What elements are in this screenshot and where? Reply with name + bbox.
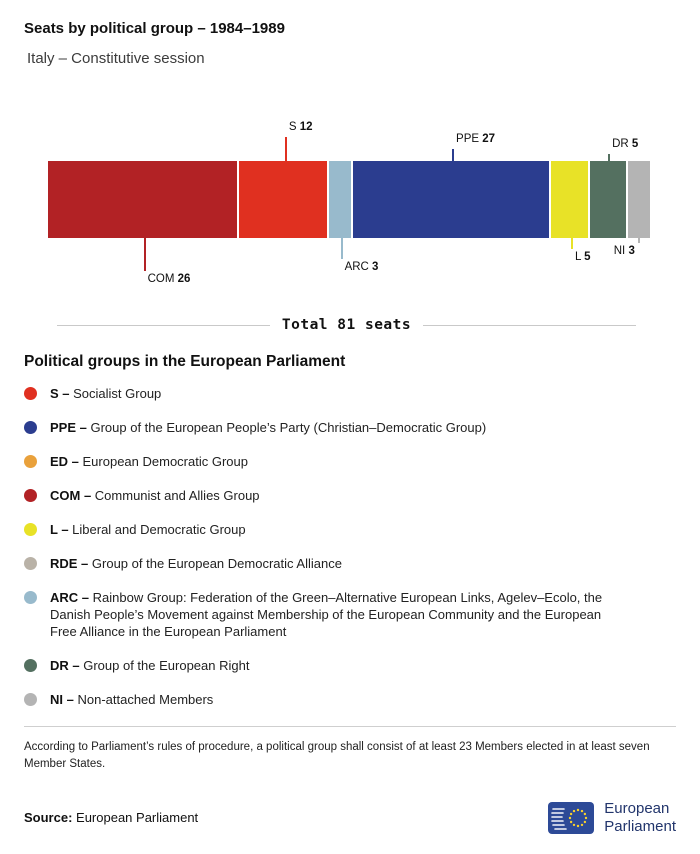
- bar-segment-ni: [628, 161, 651, 238]
- legend-item: ED – European Democratic Group: [24, 453, 676, 470]
- legend-color-dot: [24, 387, 37, 400]
- legend-abbr: PPE –: [50, 420, 91, 435]
- total-seats-divider: Total 81 seats: [57, 317, 636, 333]
- legend-item-text: ARC – Rainbow Group: Federation of the G…: [50, 589, 624, 640]
- legend-item: RDE – Group of the European Democratic A…: [24, 555, 676, 572]
- legend-heading: Political groups in the European Parliam…: [24, 353, 346, 370]
- page-subtitle: Italy – Constitutive session: [27, 50, 205, 67]
- legend-abbr: ED –: [50, 454, 83, 469]
- legend-label: Group of the European Right: [83, 658, 250, 673]
- legend-item: COM – Communist and Allies Group: [24, 487, 676, 504]
- callout-line-arc: [340, 238, 343, 259]
- callout-label-ni: NI 3: [613, 245, 635, 257]
- stacked-bar: [48, 161, 651, 238]
- logo-text-line2: Parliament: [604, 817, 676, 835]
- legend-item-text: ED – European Democratic Group: [50, 453, 248, 470]
- legend-item: ARC – Rainbow Group: Federation of the G…: [24, 589, 676, 640]
- legend-color-dot: [24, 455, 37, 468]
- source-line: Source: European Parliament: [24, 810, 198, 825]
- legend-item-text: COM – Communist and Allies Group: [50, 487, 260, 504]
- legend-abbr: ARC –: [50, 590, 93, 605]
- legend-label: Socialist Group: [73, 386, 162, 401]
- legend-color-dot: [24, 523, 37, 536]
- eu-flag-icon: [548, 801, 595, 834]
- seats-chart: COM 26 S 12 ARC 3 PPE 27 L 5 DR 5 NI 3: [48, 119, 651, 307]
- callout-label-l: L 5: [574, 251, 591, 263]
- callout-line-ni: [637, 238, 640, 243]
- bar-segment-dr: [589, 161, 627, 238]
- callout-line-s: [284, 137, 287, 161]
- legend-item-text: S – Socialist Group: [50, 385, 161, 402]
- legend-color-dot: [24, 557, 37, 570]
- legend-abbr: RDE –: [50, 556, 92, 571]
- callout-label-arc: ARC 3: [344, 261, 379, 273]
- callout-label-ppe: PPE 27: [456, 133, 496, 145]
- legend-color-dot: [24, 693, 37, 706]
- legend-item-text: L – Liberal and Democratic Group: [50, 521, 246, 538]
- legend-color-dot: [24, 659, 37, 672]
- legend-item: S – Socialist Group: [24, 385, 676, 402]
- legend-list: S – Socialist Group PPE – Group of the E…: [24, 385, 676, 708]
- callout-line-dr: [608, 154, 611, 161]
- legend-label: Group of the European Democratic Allianc…: [91, 556, 342, 571]
- divider-line-right: [423, 324, 636, 326]
- legend-item-text: NI – Non-attached Members: [50, 691, 213, 708]
- callout-line-com: [143, 238, 146, 271]
- legend-label: Non-attached Members: [77, 692, 214, 707]
- legend-color-dot: [24, 489, 37, 502]
- bottom-row: Source: European Parliament: [24, 800, 676, 836]
- legend-item-text: RDE – Group of the European Democratic A…: [50, 555, 342, 572]
- procedure-footnote: According to Parliament’s rules of proce…: [24, 726, 676, 774]
- legend-item: NI – Non-attached Members: [24, 691, 676, 708]
- legend-abbr: S –: [50, 386, 74, 401]
- legend-item: L – Liberal and Democratic Group: [24, 521, 676, 538]
- bar-segment-arc: [328, 161, 351, 238]
- source-label: Source:: [24, 810, 73, 825]
- bar-segment-ppe: [352, 161, 550, 238]
- legend-item-text: PPE – Group of the European People’s Par…: [50, 419, 486, 436]
- legend-label: European Democratic Group: [82, 454, 248, 469]
- callout-label-s: S 12: [288, 121, 313, 133]
- bar-segment-com: [48, 161, 238, 238]
- european-parliament-logo: European Parliament: [548, 800, 676, 836]
- legend-abbr: L –: [50, 522, 73, 537]
- callout-line-l: [570, 238, 573, 249]
- divider-line-left: [57, 324, 270, 326]
- legend-label: Group of the European People’s Party (Ch…: [90, 420, 487, 435]
- legend-item-text: DR – Group of the European Right: [50, 657, 249, 674]
- legend-label: Rainbow Group: Federation of the Green–A…: [50, 590, 603, 639]
- bar-segment-l: [551, 161, 588, 238]
- callout-line-ppe: [452, 149, 455, 161]
- callout-label-com: COM 26: [147, 273, 191, 285]
- bar-segment-s: [239, 161, 327, 238]
- legend-label: Communist and Allies Group: [94, 488, 260, 503]
- page-title: Seats by political group – 1984–1989: [24, 20, 285, 37]
- legend-color-dot: [24, 421, 37, 434]
- legend-item: DR – Group of the European Right: [24, 657, 676, 674]
- legend-abbr: NI –: [50, 692, 78, 707]
- legend-abbr: COM –: [50, 488, 95, 503]
- legend-label: Liberal and Democratic Group: [72, 522, 246, 537]
- logo-text-line1: European: [604, 799, 670, 817]
- logo-text: European Parliament: [604, 800, 676, 836]
- callout-label-dr: DR 5: [612, 138, 639, 150]
- legend-color-dot: [24, 591, 37, 604]
- legend-abbr: DR –: [50, 658, 84, 673]
- legend-item: PPE – Group of the European People’s Par…: [24, 419, 676, 436]
- total-seats-label: Total 81 seats: [281, 317, 412, 333]
- source-value: European Parliament: [76, 810, 199, 825]
